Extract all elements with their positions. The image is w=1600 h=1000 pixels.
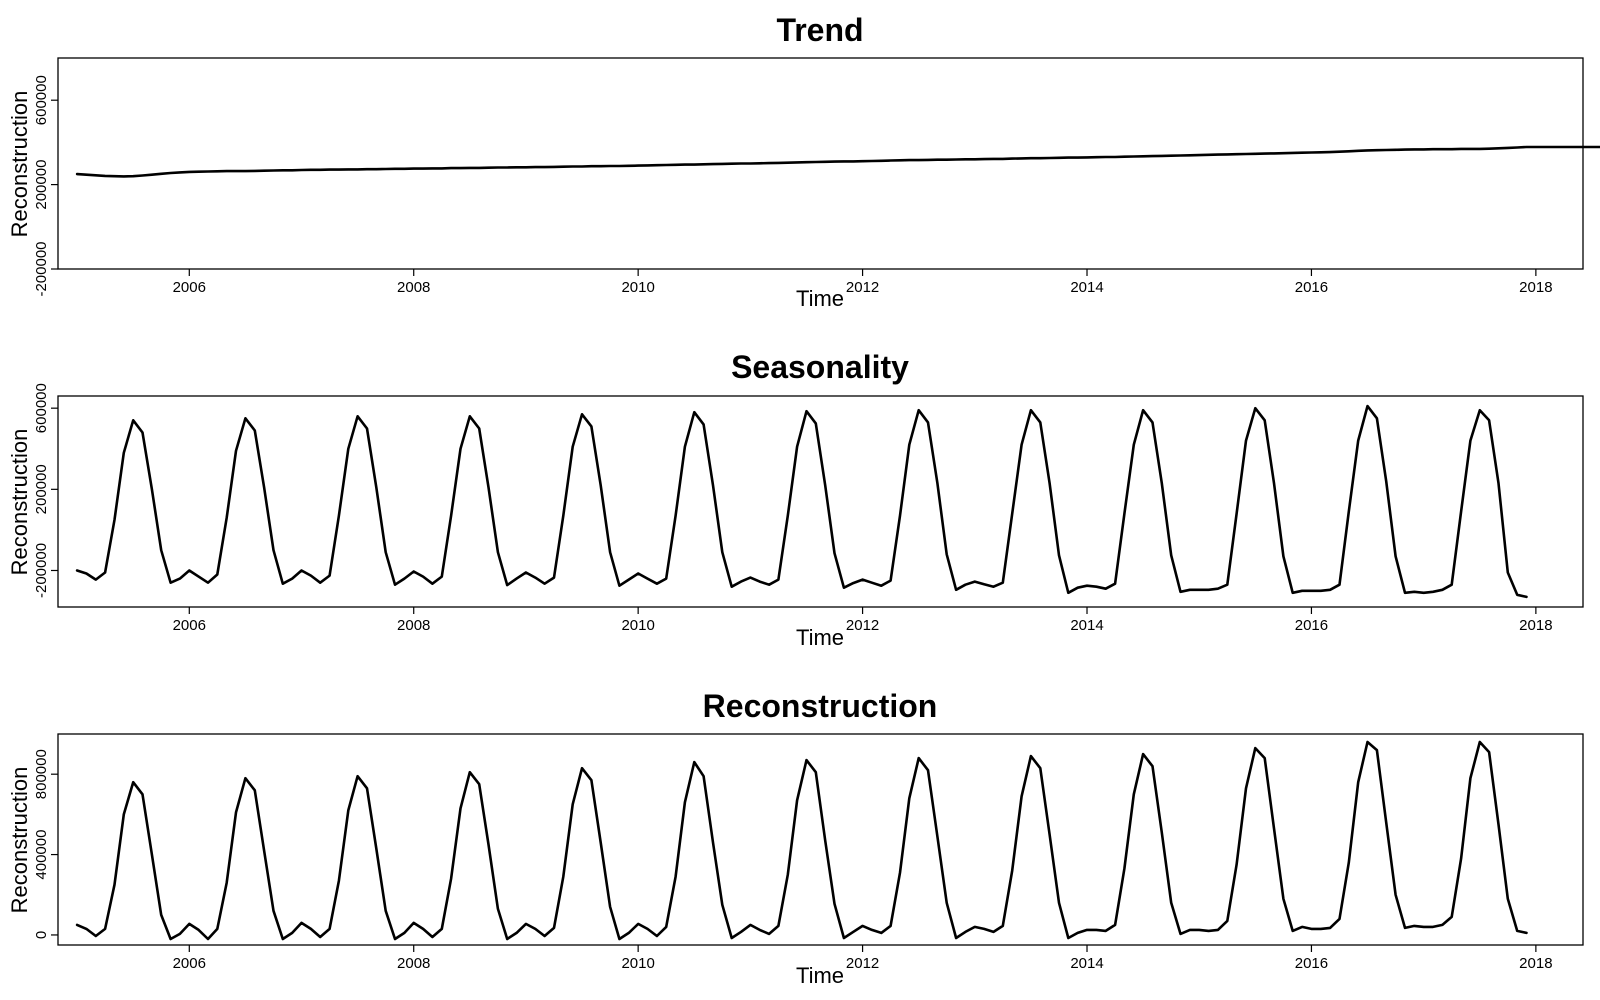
trend-x-label: Time bbox=[796, 286, 844, 311]
reconstruction-x-tick-label: 2018 bbox=[1519, 955, 1552, 972]
trend-panel: Trend 2006 2008 2010 2012 2014 2016 2018 -2000… bbox=[7, 12, 1600, 311]
trend-y-tick-label: 200000 bbox=[33, 160, 50, 210]
trend-x-tick-label: 2012 bbox=[846, 279, 879, 296]
reconstruction-panel: Reconstruction 2006 2008 2010 2012 2014 2016 2… bbox=[7, 688, 1584, 988]
reconstruction-series bbox=[75, 740, 1528, 941]
trend-y-label: Reconstruction bbox=[7, 91, 32, 238]
trend-y-axis: -200000 200000 600000 bbox=[33, 75, 58, 297]
seasonality-series-line bbox=[75, 404, 1528, 599]
seasonality-y-label: Reconstruction bbox=[7, 429, 32, 576]
trend-x-tick-label: 2014 bbox=[1070, 279, 1103, 296]
trend-title: Trend bbox=[776, 12, 863, 48]
seasonality-title: Seasonality bbox=[731, 349, 909, 385]
reconstruction-x-tick-label: 2016 bbox=[1295, 955, 1328, 972]
seasonality-panel: Seasonality 2006 2008 2010 2012 2014 2016 2018… bbox=[7, 349, 1584, 650]
reconstruction-x-axis: 2006 2008 2010 2012 2014 2016 2018 bbox=[173, 945, 1553, 972]
trend-x-tick-label: 2010 bbox=[621, 279, 654, 296]
seasonality-x-tick-label: 2018 bbox=[1519, 617, 1552, 634]
seasonality-series bbox=[75, 404, 1528, 599]
trend-x-axis: 2006 2008 2010 2012 2014 2016 2018 bbox=[173, 269, 1553, 296]
trend-y-tick-label: 600000 bbox=[33, 75, 50, 125]
seasonality-plot-area bbox=[57, 395, 1584, 608]
reconstruction-y-tick-label: 0 bbox=[33, 931, 50, 939]
trend-x-tick-label: 2018 bbox=[1519, 279, 1552, 296]
trend-series bbox=[75, 145, 1600, 178]
seasonality-y-tick-label: 200000 bbox=[33, 464, 50, 514]
seasonality-x-tick-label: 2016 bbox=[1295, 617, 1328, 634]
trend-series-line bbox=[75, 145, 1600, 178]
seasonality-y-tick-label: -200000 bbox=[33, 543, 50, 598]
seasonality-x-tick-label: 2014 bbox=[1070, 617, 1103, 634]
seasonality-y-axis: -200000 200000 600000 bbox=[33, 383, 58, 598]
seasonality-x-axis: 2006 2008 2010 2012 2014 2016 2018 bbox=[173, 607, 1553, 634]
reconstruction-x-tick-label: 2010 bbox=[621, 955, 654, 972]
reconstruction-x-tick-label: 2008 bbox=[397, 955, 430, 972]
reconstruction-x-label: Time bbox=[796, 963, 844, 988]
reconstruction-plot-area bbox=[57, 733, 1584, 946]
reconstruction-y-tick-label: 800000 bbox=[33, 749, 50, 799]
reconstruction-x-tick-label: 2006 bbox=[173, 955, 206, 972]
reconstruction-series-line bbox=[75, 740, 1528, 941]
reconstruction-y-axis: 0 400000 800000 bbox=[33, 749, 58, 939]
reconstruction-title: Reconstruction bbox=[703, 688, 938, 724]
trend-x-tick-label: 2016 bbox=[1295, 279, 1328, 296]
seasonality-x-tick-label: 2010 bbox=[621, 617, 654, 634]
seasonality-x-tick-label: 2008 bbox=[397, 617, 430, 634]
reconstruction-x-tick-label: 2012 bbox=[846, 955, 879, 972]
reconstruction-y-tick-label: 400000 bbox=[33, 830, 50, 880]
seasonality-y-tick-label: 600000 bbox=[33, 383, 50, 433]
reconstruction-x-tick-label: 2014 bbox=[1070, 955, 1103, 972]
trend-plot-area bbox=[57, 57, 1584, 270]
trend-y-tick-label: -200000 bbox=[33, 241, 50, 296]
reconstruction-y-label: Reconstruction bbox=[7, 767, 32, 914]
seasonality-x-tick-label: 2006 bbox=[173, 617, 206, 634]
seasonality-x-tick-label: 2012 bbox=[846, 617, 879, 634]
seasonality-x-label: Time bbox=[796, 625, 844, 650]
trend-x-tick-label: 2006 bbox=[173, 279, 206, 296]
trend-x-tick-label: 2008 bbox=[397, 279, 430, 296]
